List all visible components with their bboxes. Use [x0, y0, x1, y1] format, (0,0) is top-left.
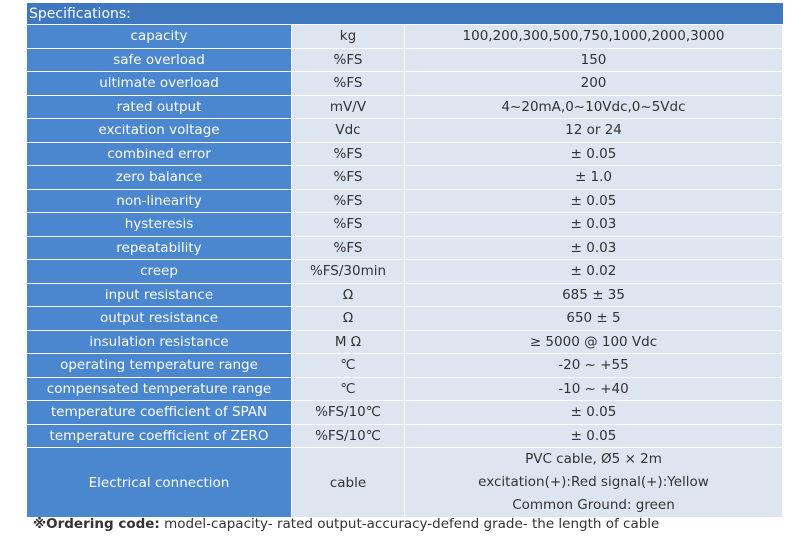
- value-cell: 200: [405, 72, 783, 96]
- unit-cell: %FS/30min: [292, 260, 405, 284]
- value-cell: 685 ± 35: [405, 283, 783, 307]
- unit-cell: Ω: [292, 283, 405, 307]
- parameter-cell: non-linearity: [27, 189, 292, 213]
- unit-cell: ℃: [292, 354, 405, 378]
- value-cell: ± 0.02: [405, 260, 783, 284]
- unit-cell: %FS/10℃: [292, 424, 405, 448]
- value-cell: 650 ± 5: [405, 307, 783, 331]
- value-cell: 12 or 24: [405, 119, 783, 143]
- unit-cell: mV/V: [292, 95, 405, 119]
- unit-cell: %FS: [292, 213, 405, 237]
- value-cell: -20 ~ +55: [405, 354, 783, 378]
- parameter-cell: combined error: [27, 142, 292, 166]
- unit-cell: kg: [292, 25, 405, 49]
- value-cell: ± 0.05: [405, 424, 783, 448]
- value-cell: 4~20mA,0~10Vdc,0~5Vdc: [405, 95, 783, 119]
- unit-cell: %FS/10℃: [292, 401, 405, 425]
- parameter-cell: excitation voltage: [27, 119, 292, 143]
- unit-cell: M Ω: [292, 330, 405, 354]
- unit-cell: %FS: [292, 189, 405, 213]
- parameter-cell: insulation resistance: [27, 330, 292, 354]
- value-cell: ± 1.0: [405, 166, 783, 190]
- value-cell: ± 0.05: [405, 401, 783, 425]
- parameter-cell: temperature coefficient of ZERO: [27, 424, 292, 448]
- parameter-cell: capacity: [27, 25, 292, 49]
- value-line: excitation(+):Red signal(+):Yellow: [478, 474, 709, 490]
- parameter-cell: zero balance: [27, 166, 292, 190]
- unit-cell: ℃: [292, 377, 405, 401]
- parameter-cell: compensated temperature range: [27, 377, 292, 401]
- parameter-cell: input resistance: [27, 283, 292, 307]
- unit-cell: %FS: [292, 72, 405, 96]
- value-cell: 100,200,300,500,750,1000,2000,3000: [405, 25, 783, 49]
- value-cell: -10 ~ +40: [405, 377, 783, 401]
- parameter-cell: rated output: [27, 95, 292, 119]
- value-cell: ± 0.03: [405, 213, 783, 237]
- value-cell: ± 0.05: [405, 189, 783, 213]
- footer: ※Ordering code: model-capacity- rated ou…: [33, 516, 659, 532]
- parameter-cell: safe overload: [27, 48, 292, 72]
- parameter-cell: operating temperature range: [27, 354, 292, 378]
- unit-cell: %FS: [292, 166, 405, 190]
- unit-cell: %FS: [292, 48, 405, 72]
- footer-label: ※Ordering code:: [33, 516, 160, 532]
- parameter-cell: output resistance: [27, 307, 292, 331]
- parameter-cell: Electrical connection: [27, 448, 292, 518]
- parameter-cell: repeatability: [27, 236, 292, 260]
- value-cell: ± 0.03: [405, 236, 783, 260]
- value-cell: ≥ 5000 @ 100 Vdc: [405, 330, 783, 354]
- unit-cell: Ω: [292, 307, 405, 331]
- footer-text: model-capacity- rated output-accuracy-de…: [159, 516, 660, 532]
- value-line: PVC cable, Ø5 × 2m: [525, 451, 662, 467]
- header-title: Specifications:: [27, 3, 783, 25]
- unit-cell: cable: [292, 448, 405, 518]
- parameter-cell: ultimate overload: [27, 72, 292, 96]
- value-cell: ± 0.05: [405, 142, 783, 166]
- unit-cell: Vdc: [292, 119, 405, 143]
- parameter-cell: temperature coefficient of SPAN: [27, 401, 292, 425]
- value-cell: PVC cable, Ø5 × 2m excitation(+):Red sign…: [405, 448, 783, 518]
- unit-cell: %FS: [292, 236, 405, 260]
- parameter-cell: creep: [27, 260, 292, 284]
- parameter-cell: hysteresis: [27, 213, 292, 237]
- unit-cell: %FS: [292, 142, 405, 166]
- value-line: Common Ground: green: [512, 497, 675, 513]
- value-cell: 150: [405, 48, 783, 72]
